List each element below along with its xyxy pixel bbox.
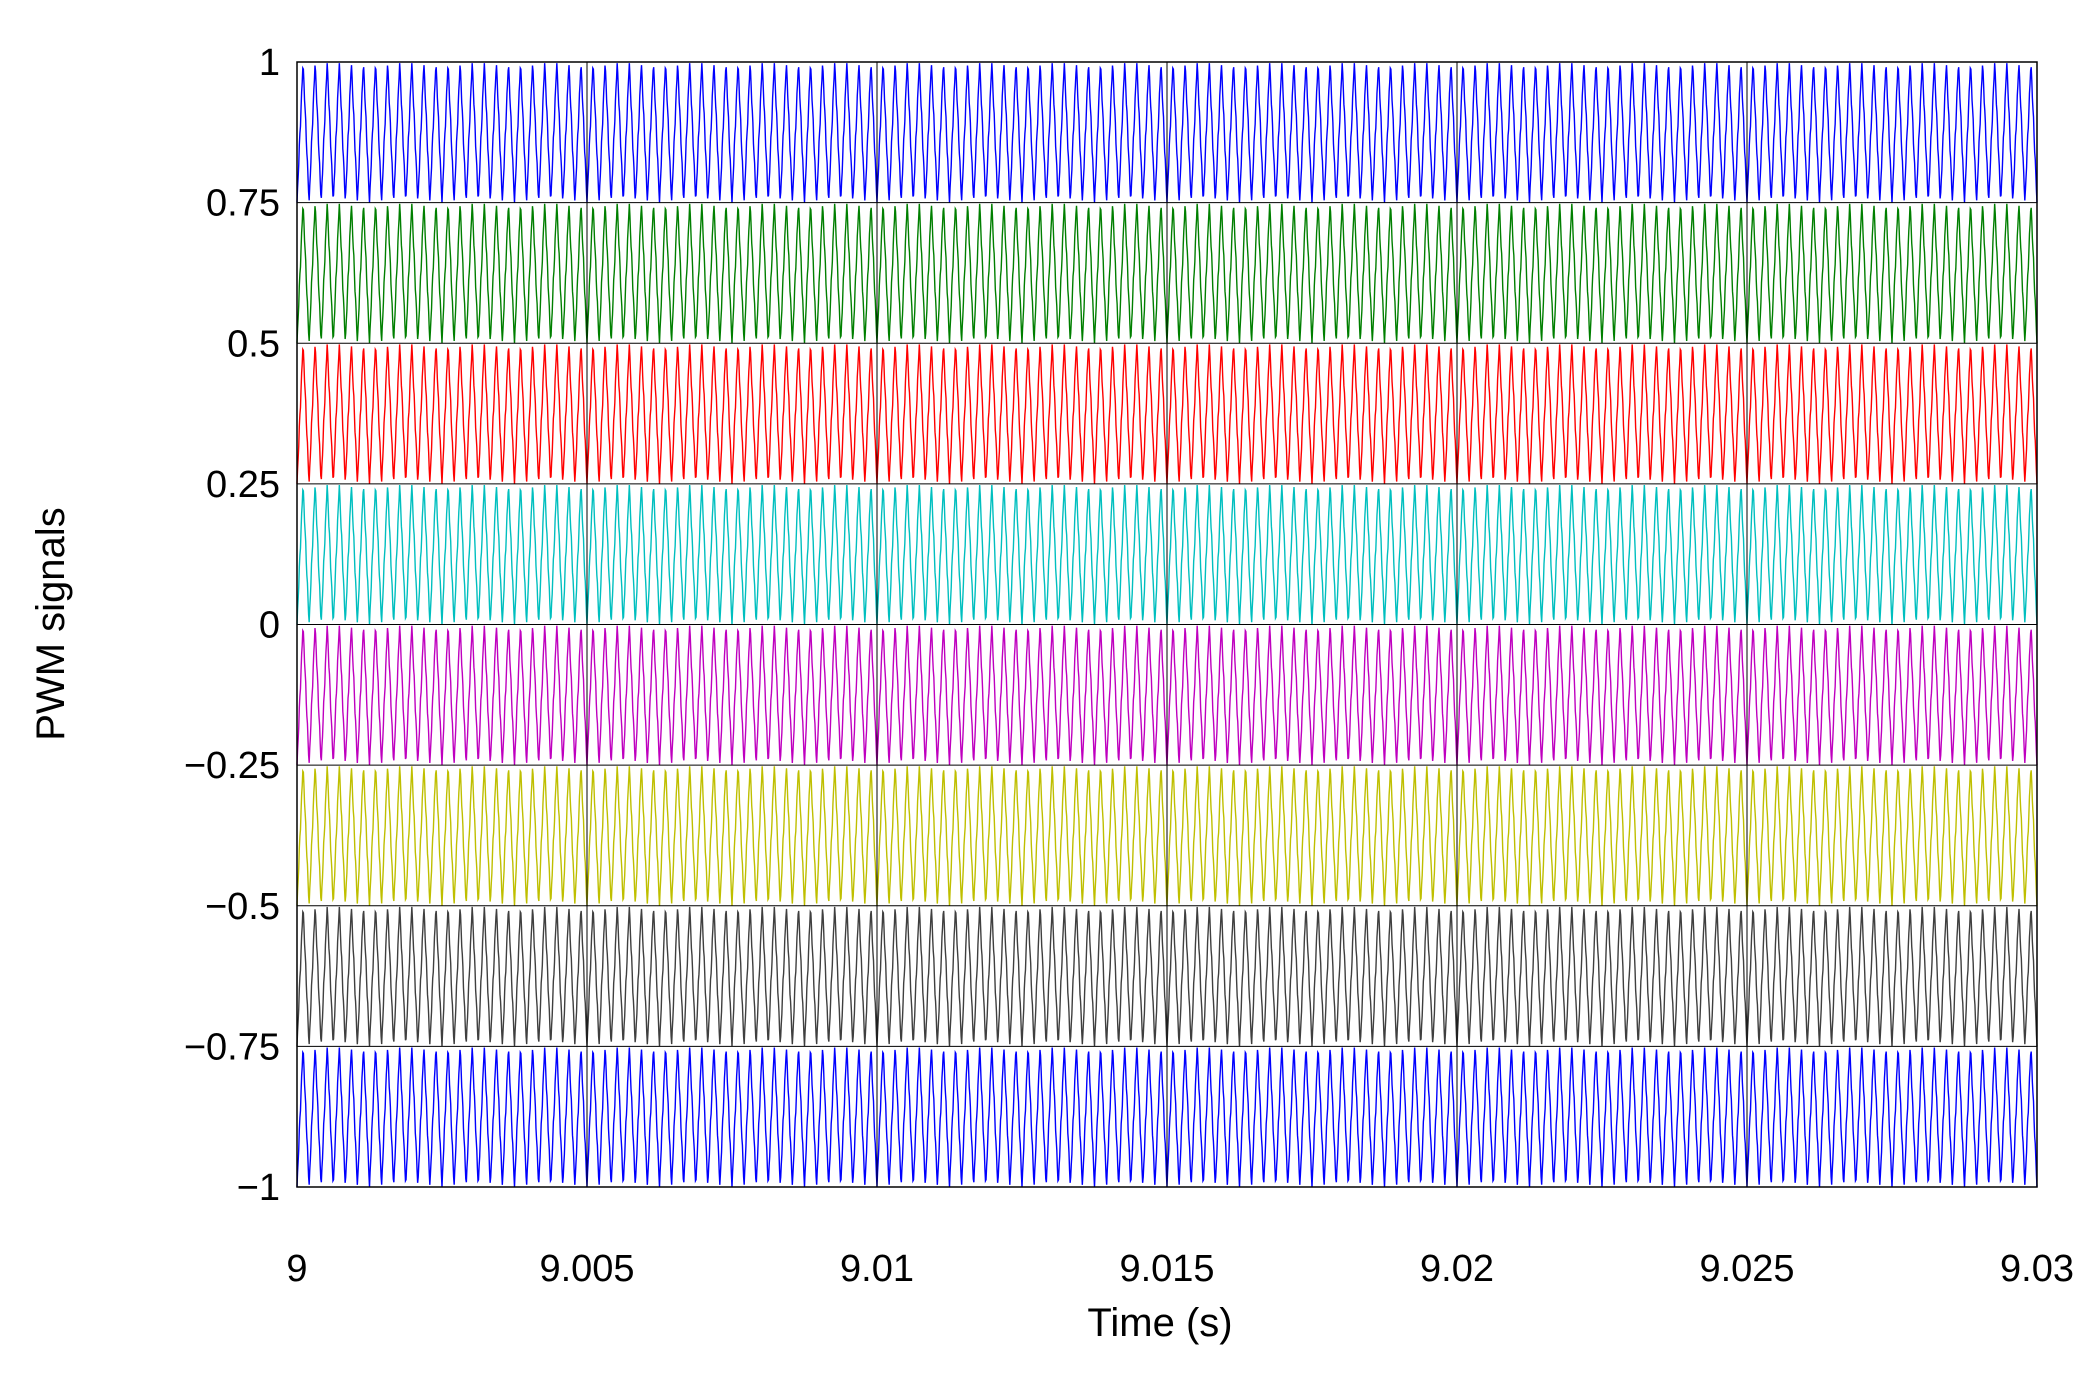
x-tick-label: 9 [286, 1248, 307, 1290]
y-tick-label: 0.75 [206, 183, 280, 225]
y-tick-labels: 1 0.75 0.5 0.25 0 −0.25 −0.5 −0.75 −1 [184, 42, 280, 1209]
y-tick-label: −0.5 [205, 886, 280, 928]
y-tick-label: −0.25 [184, 745, 280, 787]
x-tick-label: 9.015 [1119, 1248, 1214, 1290]
x-tick-label: 9.02 [1420, 1248, 1494, 1290]
y-tick-label: 0.5 [227, 323, 280, 365]
x-axis-label: Time (s) [1087, 1301, 1232, 1345]
x-tick-label: 9.03 [2000, 1248, 2074, 1290]
plot-frame [296, 61, 2038, 1188]
y-tick-label: −1 [237, 1167, 280, 1209]
grid-lines [297, 62, 2037, 1187]
y-tick-label: 0.25 [206, 464, 280, 506]
x-tick-labels: 9 9.005 9.01 9.015 9.02 9.025 9.03 [286, 1248, 2074, 1290]
y-tick-label: 1 [259, 42, 280, 84]
x-tick-label: 9.01 [840, 1248, 914, 1290]
y-tick-label: −0.75 [184, 1026, 280, 1068]
y-tick-label: 0 [259, 605, 280, 647]
y-axis-label: PWM signals [29, 507, 73, 740]
x-tick-label: 9.025 [1699, 1248, 1794, 1290]
x-tick-label: 9.005 [539, 1248, 634, 1290]
